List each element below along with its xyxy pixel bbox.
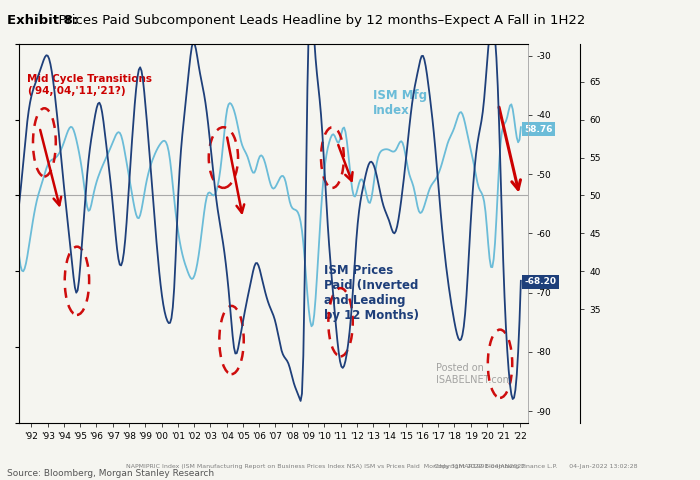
Text: ISM Mfg
Index: ISM Mfg Index	[372, 89, 427, 117]
Text: -68.20: -68.20	[524, 277, 556, 287]
Text: NAPMIPRIC Index (ISM Manufacturing Report on Business Prices Index NSA) ISM vs P: NAPMIPRIC Index (ISM Manufacturing Repor…	[126, 465, 525, 469]
Text: Exhibit 8:: Exhibit 8:	[7, 14, 78, 27]
Text: Copyright 2022 Bloomberg Finance L.P.      04-Jan-2022 13:02:28: Copyright 2022 Bloomberg Finance L.P. 04…	[434, 465, 638, 469]
Text: Prices Paid Subcomponent Leads Headline by 12 months–Expect A Fall in 1H22: Prices Paid Subcomponent Leads Headline …	[50, 14, 586, 27]
Text: ISM Prices
Paid (Inverted
and Leading
by 12 Months): ISM Prices Paid (Inverted and Leading by…	[324, 264, 419, 322]
Text: 58.76: 58.76	[524, 124, 553, 133]
Text: Mid Cycle Transitions
('94,'04,'11,'21?): Mid Cycle Transitions ('94,'04,'11,'21?)	[27, 74, 152, 96]
Text: Posted on
ISABELNET.com: Posted on ISABELNET.com	[436, 363, 512, 385]
Text: Source: Bloomberg, Morgan Stanley Research: Source: Bloomberg, Morgan Stanley Resear…	[7, 468, 214, 478]
